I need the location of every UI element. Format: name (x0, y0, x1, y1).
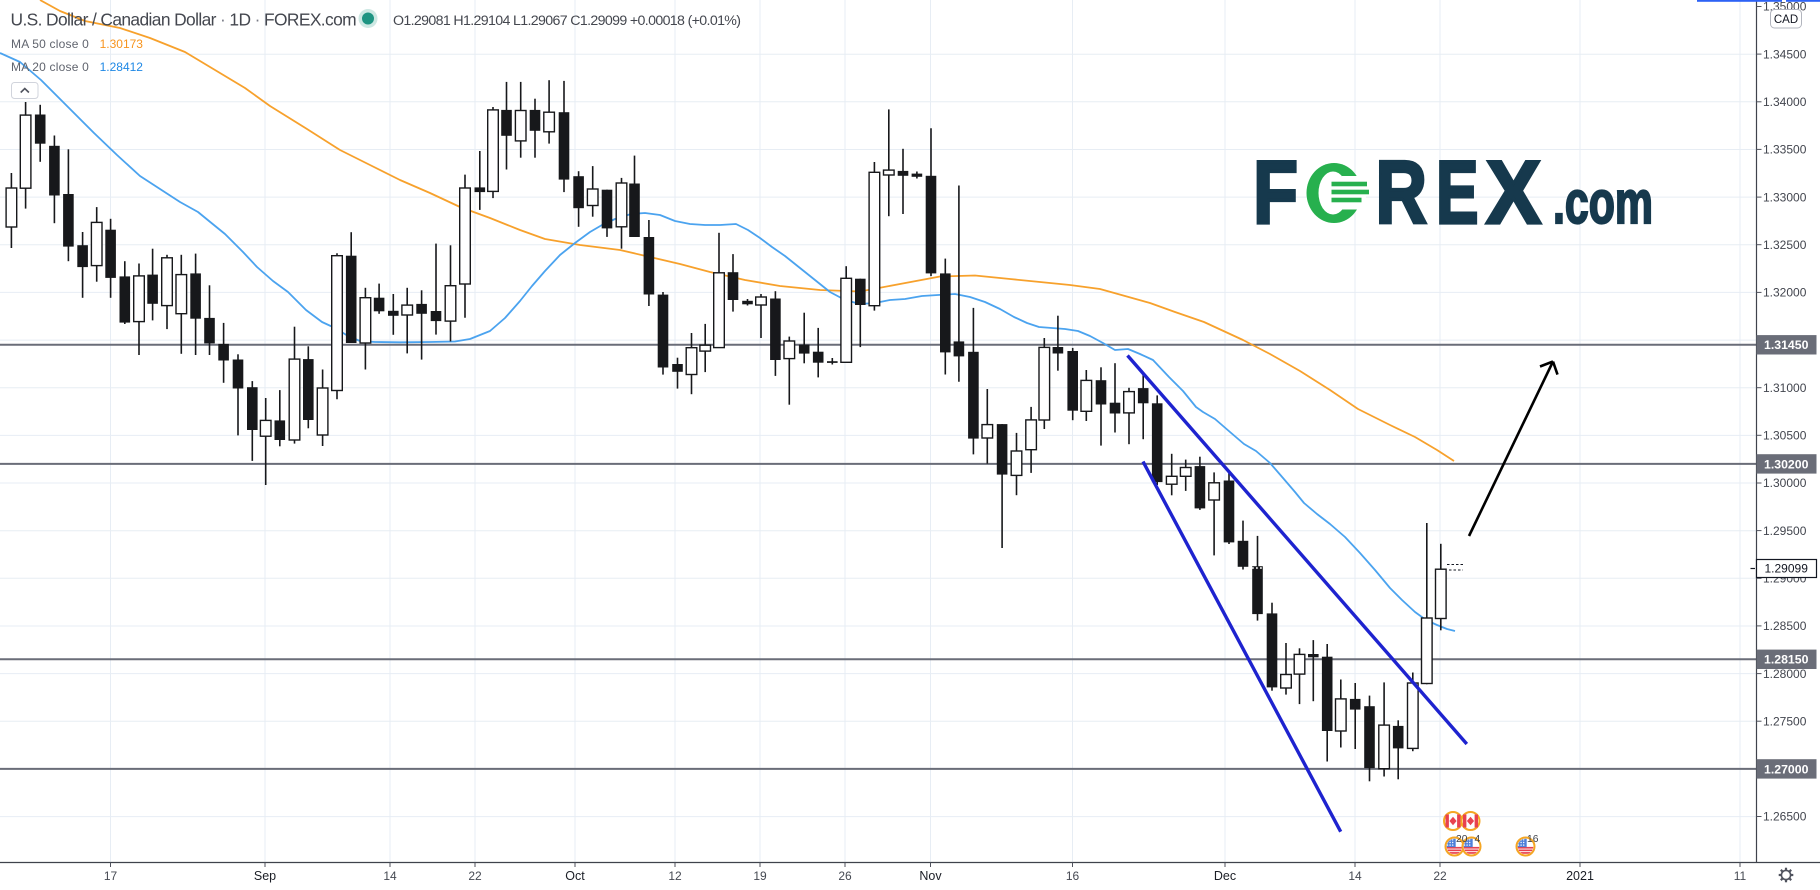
svg-text:1.27500: 1.27500 (1763, 714, 1807, 728)
svg-text:4: 4 (1475, 834, 1481, 845)
svg-text:22: 22 (468, 869, 482, 883)
svg-text:1.29099: 1.29099 (1765, 562, 1809, 576)
svg-text:14: 14 (383, 869, 397, 883)
svg-text:X: X (1486, 142, 1541, 242)
svg-text:1.30500: 1.30500 (1763, 429, 1807, 443)
svg-text:Sep: Sep (254, 869, 276, 883)
svg-text:R: R (1376, 142, 1428, 242)
svg-text:1.30000: 1.30000 (1763, 476, 1807, 490)
svg-text:CAD: CAD (1774, 14, 1798, 26)
svg-text:1.28412: 1.28412 (100, 60, 144, 74)
svg-text:1.26500: 1.26500 (1763, 810, 1807, 824)
svg-text:Oct: Oct (565, 869, 585, 883)
svg-text:U.S. Dollar / Canadian Dollar: U.S. Dollar / Canadian Dollar · 1D · FOR… (11, 9, 357, 29)
svg-text:12: 12 (668, 869, 682, 883)
svg-text:2021: 2021 (1566, 869, 1594, 883)
svg-text:11: 11 (1734, 869, 1747, 883)
svg-text:16: 16 (1527, 834, 1539, 845)
svg-text:1.27000: 1.27000 (1764, 762, 1809, 776)
svg-text:20: 20 (1456, 834, 1468, 845)
svg-text:Nov: Nov (919, 869, 942, 883)
svg-text:26: 26 (838, 869, 852, 883)
svg-text:1.33500: 1.33500 (1763, 143, 1807, 157)
svg-text:1.30173: 1.30173 (100, 37, 144, 51)
svg-text:1.31000: 1.31000 (1763, 381, 1807, 395)
svg-text:1.34000: 1.34000 (1763, 95, 1807, 109)
svg-text:.com: .com (1553, 169, 1653, 236)
svg-text:16: 16 (1066, 869, 1080, 883)
svg-text:O1.29081 H1.29104 L1.29067 C1.: O1.29081 H1.29104 L1.29067 C1.29099 +0.0… (393, 13, 740, 29)
svg-text:1.30200: 1.30200 (1764, 457, 1809, 471)
svg-text:1.31450: 1.31450 (1764, 338, 1809, 352)
svg-text:17: 17 (104, 869, 118, 883)
svg-text:Dec: Dec (1214, 869, 1236, 883)
svg-text:1.33000: 1.33000 (1763, 190, 1807, 204)
svg-text:MA 20 close 0: MA 20 close 0 (11, 60, 89, 74)
svg-text:1.32000: 1.32000 (1763, 286, 1807, 300)
svg-text:1.28150: 1.28150 (1764, 653, 1809, 667)
svg-text:19: 19 (753, 869, 767, 883)
svg-text:22: 22 (1433, 869, 1447, 883)
svg-text:1.28500: 1.28500 (1763, 619, 1807, 633)
svg-text:1.28000: 1.28000 (1763, 667, 1807, 681)
svg-text:1.32500: 1.32500 (1763, 238, 1807, 252)
svg-text:1.34500: 1.34500 (1763, 47, 1807, 61)
svg-text:F: F (1253, 142, 1298, 242)
svg-text:MA 50 close 0: MA 50 close 0 (11, 37, 89, 51)
svg-text:1.29500: 1.29500 (1763, 524, 1807, 538)
svg-text:14: 14 (1348, 869, 1362, 883)
svg-text:E: E (1436, 142, 1479, 242)
